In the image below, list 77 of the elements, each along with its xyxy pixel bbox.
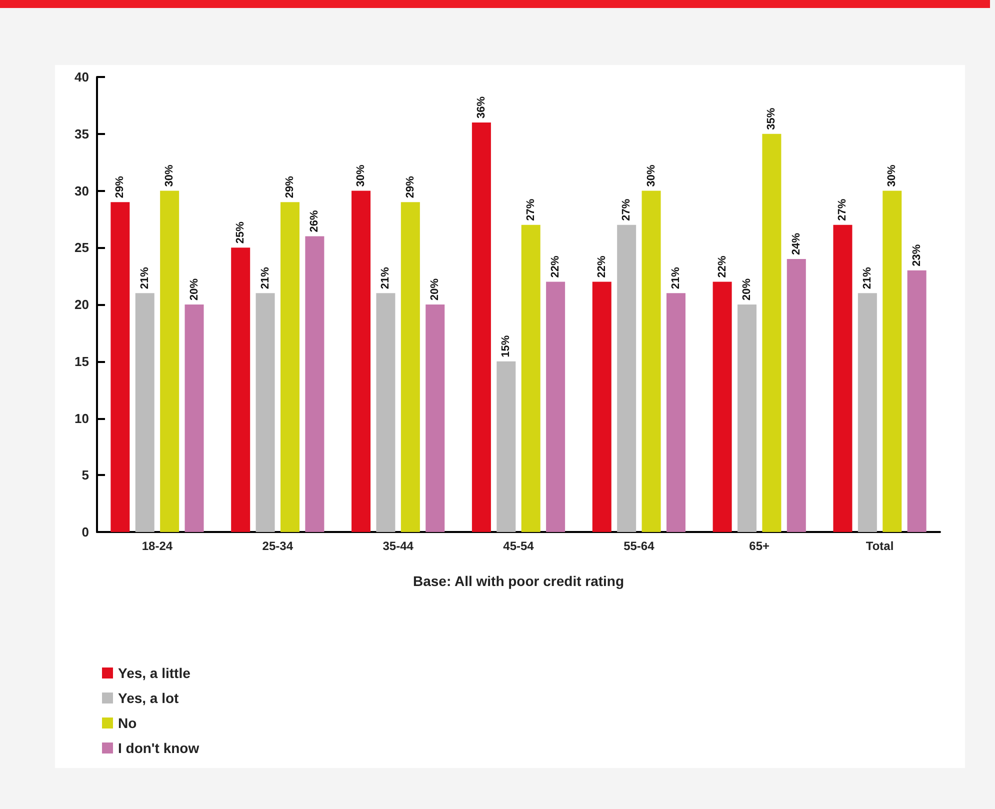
y-tick-label: 35 [74,126,89,142]
bar [376,293,396,532]
data-label: 27% [836,198,849,221]
data-label: 23% [910,244,923,266]
bar [496,361,516,532]
data-label: 29% [404,176,416,198]
bar [352,190,371,532]
bar [858,293,877,532]
legend-label: I don't know [118,740,200,756]
bar [135,293,154,532]
data-label: 20% [188,278,200,300]
bar [882,190,902,532]
data-label: 21% [138,266,151,290]
data-label: 22% [596,256,608,278]
bar [642,190,661,532]
x-tick-label: 45-54 [503,539,534,553]
bar [833,224,852,532]
y-tick-label: 30 [74,183,89,198]
bar [666,293,686,532]
data-label: 30% [645,164,658,187]
data-label: 25% [234,221,247,244]
bar [400,202,420,532]
data-label: 21% [380,266,392,290]
y-tick-label: 0 [82,524,89,540]
bar [110,202,130,532]
data-label: 21% [861,266,874,290]
data-label: 30% [164,164,176,187]
bar [712,282,732,532]
legend-label: No [118,715,137,731]
y-tick-label: 25 [74,240,89,256]
data-label: 29% [114,176,126,198]
data-label: 27% [524,198,537,221]
data-label: 20% [429,278,442,300]
data-label: 36% [475,96,488,118]
data-label: 27% [620,198,633,221]
y-tick-label: 20 [74,297,89,312]
x-tick-label: 25-34 [262,539,294,553]
bar [738,304,757,532]
y-tick-label: 10 [74,410,89,426]
bar [280,202,300,532]
bar [426,304,445,532]
data-label: 22% [716,256,728,278]
data-label: 15% [500,335,512,358]
bar [907,270,926,532]
y-tick-label: 40 [74,70,89,84]
bar [256,293,275,532]
bar [762,134,782,532]
y-tick-label: 5 [82,468,89,483]
data-label: 21% [670,266,682,290]
bar [184,304,204,532]
data-label: 20% [741,278,754,300]
y-tick-label: 15 [74,354,89,369]
data-label: 22% [550,256,562,278]
x-tick-label: Total [866,539,894,553]
bar [786,259,806,532]
bar [472,122,491,532]
data-label: 24% [790,232,802,255]
x-tick-label: 18-24 [142,539,173,553]
data-label: 21% [259,266,272,290]
bar [231,248,250,532]
bar [592,282,612,532]
data-label: 29% [284,176,296,198]
bar [521,224,540,532]
data-label: 26% [308,210,321,232]
legend-label: Yes, a little [118,665,191,681]
x-axis-title: Base: All with poor credit rating [412,573,624,589]
bar [546,282,566,532]
bar [305,236,324,532]
data-label: 30% [886,164,898,187]
bar [160,190,180,532]
legend-label: Yes, a lot [118,690,180,706]
x-tick-label: 35-44 [382,539,414,553]
data-label: 30% [355,164,368,187]
data-label: 35% [766,108,778,130]
x-tick-label: 55-64 [624,539,655,553]
x-tick-label: 65+ [749,539,770,553]
bar [617,224,636,532]
